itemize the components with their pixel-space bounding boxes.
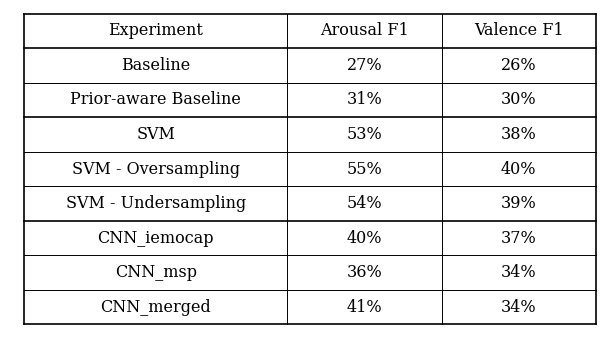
Text: 54%: 54% — [347, 195, 382, 212]
Text: Arousal F1: Arousal F1 — [320, 22, 409, 39]
Text: Experiment: Experiment — [108, 22, 203, 39]
Text: 53%: 53% — [347, 126, 382, 143]
Text: 26%: 26% — [501, 57, 536, 74]
Text: Baseline: Baseline — [121, 57, 190, 74]
Text: Valence F1: Valence F1 — [474, 22, 564, 39]
Text: 38%: 38% — [501, 126, 536, 143]
Text: 40%: 40% — [501, 161, 536, 177]
Text: 55%: 55% — [347, 161, 382, 177]
Text: SVM - Undersampling: SVM - Undersampling — [66, 195, 246, 212]
Text: 40%: 40% — [347, 230, 382, 247]
Text: 34%: 34% — [501, 264, 536, 281]
Text: 39%: 39% — [501, 195, 536, 212]
Text: SVM: SVM — [136, 126, 175, 143]
Text: CNN_iemocap: CNN_iemocap — [97, 230, 214, 247]
Text: 27%: 27% — [347, 57, 382, 74]
Text: 37%: 37% — [501, 230, 536, 247]
Text: 34%: 34% — [501, 299, 536, 316]
Text: 41%: 41% — [347, 299, 382, 316]
Text: CNN_msp: CNN_msp — [115, 264, 197, 281]
Text: 31%: 31% — [347, 91, 382, 108]
Text: 36%: 36% — [347, 264, 382, 281]
Text: SVM - Oversampling: SVM - Oversampling — [72, 161, 240, 177]
Text: Prior-aware Baseline: Prior-aware Baseline — [71, 91, 241, 108]
Text: 30%: 30% — [501, 91, 536, 108]
Text: CNN_merged: CNN_merged — [100, 299, 211, 316]
